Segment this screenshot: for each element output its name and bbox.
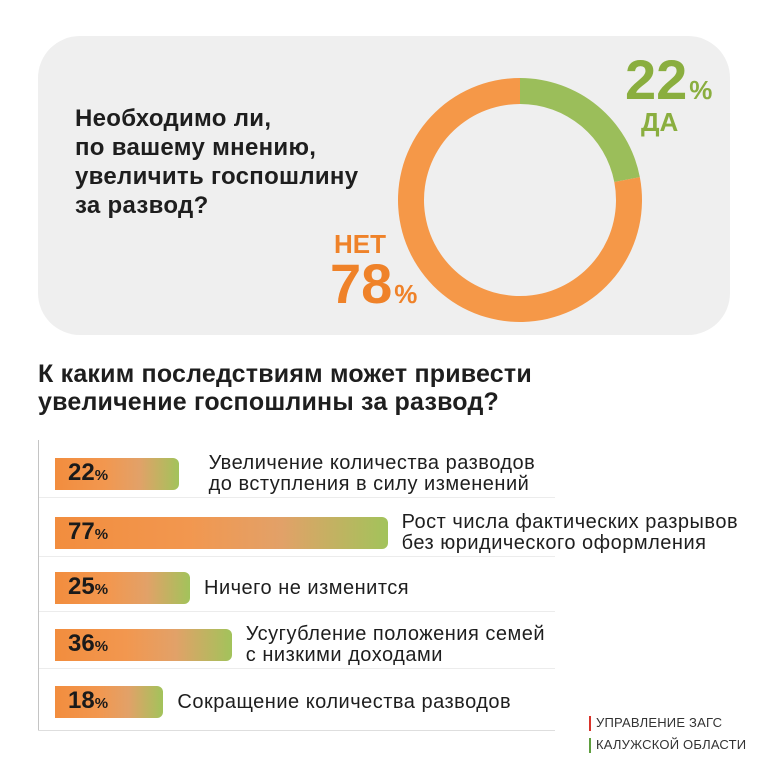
bar-category-line: Ничего не изменится xyxy=(204,576,410,599)
bar-row-3: 25% Ничего не изменится xyxy=(38,572,555,612)
bar-category-line: Рост числа фактических разрывов xyxy=(401,511,739,533)
no-label: НЕТ xyxy=(334,229,386,259)
logo-text-2: КАЛУЖСКОЙ ОБЛАСТИ xyxy=(596,737,747,752)
poll-question: Необходимо ли, по вашему мнению, увеличи… xyxy=(75,104,358,220)
zags-logo: УПРАВЛЕНИЕ ЗАГС КАЛУЖСКОЙ ОБЛАСТИ xyxy=(589,712,746,756)
bar-value: 77 xyxy=(68,517,95,545)
gridline xyxy=(39,497,555,498)
bar-percent-sign: % xyxy=(94,637,109,655)
bar-category-line: Усугубление положения семей xyxy=(245,623,546,645)
logo-line-2: КАЛУЖСКОЙ ОБЛАСТИ xyxy=(589,734,746,756)
donut-chart xyxy=(398,77,642,322)
donut-slice-yes xyxy=(520,78,640,183)
bar-category-label: Ничего не изменится xyxy=(204,576,410,599)
bar-row-content: 22% Увеличение количества разводов до вс… xyxy=(55,453,535,495)
bar-category-label: Сокращение количества разводов xyxy=(177,690,512,713)
bar-value: 36 xyxy=(68,629,95,657)
gridline xyxy=(39,556,555,557)
logo-line-1: УПРАВЛЕНИЕ ЗАГС xyxy=(589,712,746,734)
logo-text-1: УПРАВЛЕНИЕ ЗАГС xyxy=(596,715,723,730)
gridline xyxy=(39,611,555,612)
logo-green-accent xyxy=(589,737,591,753)
no-value: 78 xyxy=(330,252,393,315)
gridline xyxy=(39,668,555,669)
bar-category-line: Увеличение количества разводов xyxy=(208,452,536,474)
poll-question-line-2: по вашему мнению, xyxy=(75,134,317,161)
bar-row-content: 18% Сокращение количества разводов xyxy=(55,686,511,718)
bar-1: 22% xyxy=(55,458,179,490)
yes-percent-sign: % xyxy=(689,75,713,105)
bar-value: 22 xyxy=(68,458,95,486)
bar-value-label: 25% xyxy=(68,572,109,602)
bar-percent-sign: % xyxy=(94,525,109,543)
poll-question-line-3: увеличить госпошлину xyxy=(75,163,359,190)
bar-row-5: 18% Сокращение количества разводов xyxy=(38,686,555,718)
bar-3: 25% xyxy=(55,572,190,604)
bar-category-line: Сокращение количества разводов xyxy=(177,690,512,713)
bar-row-1: 22% Увеличение количества разводов до вс… xyxy=(38,453,555,498)
no-percent-sign: % xyxy=(394,279,418,309)
poll-question-line-1: Необходимо ли, xyxy=(75,105,272,132)
bar-value-label: 22% xyxy=(68,458,109,488)
bar-value: 18 xyxy=(68,686,95,714)
bar-percent-sign: % xyxy=(94,466,109,484)
bar-row-content: 25% Ничего не изменится xyxy=(55,572,409,604)
consequences-title: К каким последствиям может привести увел… xyxy=(38,360,532,416)
bar-row-2: 77% Рост числа фактических разрывов без … xyxy=(38,512,738,557)
x-axis-line xyxy=(38,730,555,731)
bar-row-content: 36% Усугубление положения семей с низким… xyxy=(55,624,545,666)
bar-percent-sign: % xyxy=(94,694,109,712)
bar-category-label: Усугубление положения семей с низкими до… xyxy=(246,624,545,666)
bar-row-content: 77% Рост числа фактических разрывов без … xyxy=(55,512,738,554)
y-axis-line xyxy=(38,440,39,731)
yes-percentage: 22% xyxy=(625,52,712,118)
bar-value-label: 77% xyxy=(68,517,109,547)
yes-value: 22 xyxy=(625,48,688,111)
bar-category-line: до вступления в силу изменений xyxy=(208,473,530,495)
poll-question-line-4: за развод? xyxy=(75,192,209,219)
consequences-title-line-1: К каким последствиям может привести xyxy=(38,360,532,388)
bar-5: 18% xyxy=(55,686,164,718)
logo-red-accent xyxy=(589,715,591,731)
bar-value: 25 xyxy=(68,572,95,600)
poll-card xyxy=(38,36,730,335)
yes-label: ДА xyxy=(641,107,679,137)
bar-category-label: Увеличение количества разводов до вступл… xyxy=(209,453,536,495)
bar-category-line: с низкими доходами xyxy=(245,644,443,666)
bar-row-4: 36% Усугубление положения семей с низким… xyxy=(38,624,555,669)
bar-category-line: без юридического оформления xyxy=(401,532,707,554)
bar-category-label: Рост числа фактических разрывов без юрид… xyxy=(402,512,739,554)
no-percentage: 78% xyxy=(330,256,417,322)
bar-percent-sign: % xyxy=(94,580,109,598)
bar-2: 77% xyxy=(55,517,388,549)
bar-value-label: 18% xyxy=(68,686,109,716)
consequences-title-line-2: увеличение госпошлины за развод? xyxy=(38,388,499,416)
bar-4: 36% xyxy=(55,629,232,661)
bar-value-label: 36% xyxy=(68,629,109,659)
